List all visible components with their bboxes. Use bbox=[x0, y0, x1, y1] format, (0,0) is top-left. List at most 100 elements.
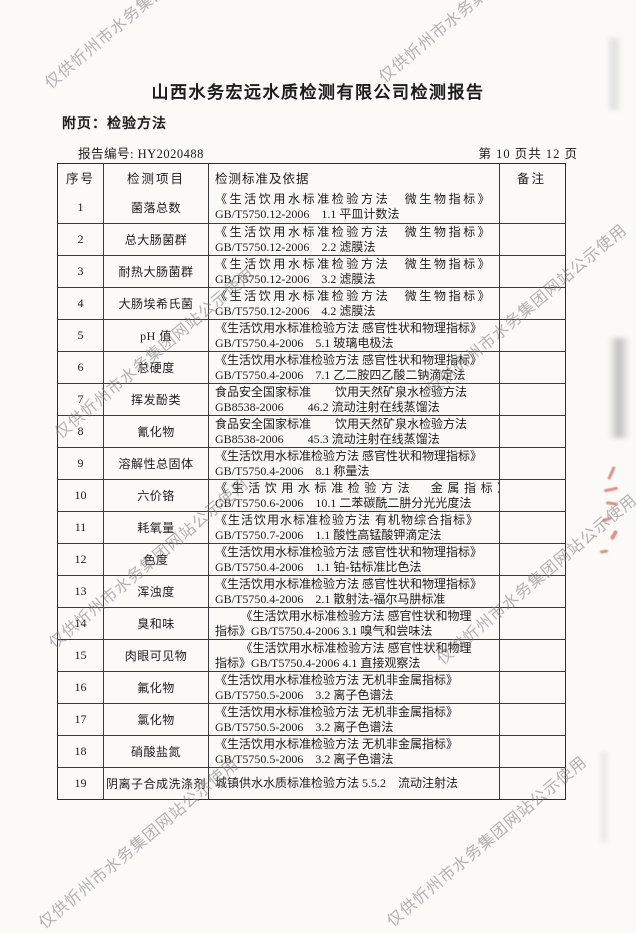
cell-seq: 2 bbox=[77, 232, 84, 246]
cell-seq: 10 bbox=[74, 488, 87, 502]
methods-table: 序号 检测项目 检测标准及依据 备注 1 菌落总数 《生活饮用水标准检验方法 微… bbox=[57, 163, 566, 800]
cell-seq: 14 bbox=[74, 616, 87, 630]
cell-note bbox=[499, 512, 563, 543]
standard-line: 《生活饮用水标准检验方法 微生物指标》 bbox=[215, 256, 493, 271]
table-row: 4 大肠埃希氏菌 《生活饮用水标准检验方法 微生物指标》 GB/T5750.12-… bbox=[58, 287, 565, 319]
table-row: 1 菌落总数 《生活饮用水标准检验方法 微生物指标》 GB/T5750.12-20… bbox=[58, 191, 565, 223]
table-row: 7 挥发酚类 食品安全国家标准 饮用天然矿泉水检验方法 GB8538-2006 4… bbox=[58, 383, 565, 415]
standard-line: 《生活饮用水标准检验方法 无机非金属指标》 bbox=[215, 704, 459, 719]
cell-standard: 城镇供水水质标准检验方法 5.5.2 流动注射法 bbox=[208, 768, 499, 799]
standard-line: GB/T5750.5-2006 3.2 离子色谱法 bbox=[215, 751, 394, 766]
cell-standard: 《生活饮用水标准检验方法 无机非金属指标》 GB/T5750.5-2006 3.2… bbox=[208, 704, 499, 735]
standard-line: GB/T5750.12-2006 2.2 滤膜法 bbox=[215, 239, 376, 254]
standard-line: 《生活饮用水标准检验方法 有机物综合指标》 bbox=[215, 512, 480, 527]
cell-item: 菌落总数 bbox=[103, 191, 208, 223]
cell-note bbox=[499, 672, 563, 703]
standard-line: 《生活饮用水标准检验方法 感官性状和物理指标》 bbox=[215, 320, 483, 335]
cell-item: 氯化物 bbox=[103, 704, 208, 735]
table-row: 17 氯化物 《生活饮用水标准检验方法 无机非金属指标》 GB/T5750.5-2… bbox=[58, 703, 565, 735]
cell-standard: 食品安全国家标准 饮用天然矿泉水检验方法 GB8538-2006 46.2 流动注… bbox=[208, 384, 499, 415]
report-page: 仅供忻州市水务集团网站公示使用 仅供忻州市水务集团网站公示使用 仅供忻州市水务集… bbox=[36, 0, 636, 932]
table-body: 1 菌落总数 《生活饮用水标准检验方法 微生物指标》 GB/T5750.12-20… bbox=[58, 191, 565, 799]
attachment-label: 附页：检验方法 bbox=[62, 117, 167, 132]
cell-standard: 《生活饮用水标准检验方法 感官性状和物理指标》 GB/T5750.4-2006 2… bbox=[208, 576, 499, 607]
standard-line: 《生活饮用水标准检验方法 微生物指标》 bbox=[215, 288, 493, 303]
standard-line: 《生活饮用水标准检验方法 金属指标》 bbox=[215, 480, 499, 495]
column-header-seq: 序号 bbox=[65, 172, 95, 186]
cell-note bbox=[499, 544, 563, 575]
cell-standard: 《生活饮用水标准检验方法 无机非金属指标》 GB/T5750.5-2006 3.2… bbox=[208, 672, 499, 703]
watermark-text: 仅供忻州市水务集团网站公示使用 bbox=[372, 0, 583, 87]
cell-standard: 《生活饮用水标准检验方法 无机非金属指标》 GB/T5750.5-2006 3.2… bbox=[208, 736, 499, 767]
standard-line: GB/T5750.12-2006 1.1 平皿计数法 bbox=[215, 207, 400, 221]
table-row: 14 臭和味 《生活饮用水标准检验方法 感官性状和物理 指标》GB/T5750.4… bbox=[58, 607, 565, 639]
standard-line: 《生活饮用水标准检验方法 无机非金属指标》 bbox=[215, 672, 459, 687]
cell-note bbox=[499, 576, 563, 607]
standard-line: GB/T5750.7-2006 1.1 酸性高锰酸钾滴定法 bbox=[215, 527, 442, 542]
cell-standard: 《生活饮用水标准检验方法 感官性状和物理指标》 GB/T5750.4-2006 7… bbox=[208, 352, 499, 383]
cell-note bbox=[499, 448, 563, 479]
cell-seq: 6 bbox=[77, 360, 84, 374]
standard-line: 《生活饮用水标准检验方法 感官性状和物理指标》 bbox=[215, 352, 483, 367]
standard-line: 食品安全国家标准 饮用天然矿泉水检验方法 bbox=[215, 416, 468, 431]
table-row: 12 色度 《生活饮用水标准检验方法 感官性状和物理指标》 GB/T5750.4-… bbox=[58, 543, 565, 575]
cell-note bbox=[499, 608, 563, 639]
table-row: 13 浑浊度 《生活饮用水标准检验方法 感官性状和物理指标》 GB/T5750.4… bbox=[58, 575, 565, 607]
cell-seq: 9 bbox=[77, 456, 84, 470]
standard-line: 《生活饮用水标准检验方法 微生物指标》 bbox=[215, 192, 493, 206]
cell-item: 六价铬 bbox=[103, 480, 208, 511]
standard-line: GB/T5750.12-2006 3.2 滤膜法 bbox=[215, 271, 376, 286]
standard-line: GB/T5750.5-2006 3.2 离子色谱法 bbox=[215, 687, 394, 702]
table-row: 2 总大肠菌群 《生活饮用水标准检验方法 微生物指标》 GB/T5750.12-2… bbox=[58, 223, 565, 255]
cell-note bbox=[499, 288, 563, 319]
cell-standard: 《生活饮用水标准检验方法 感官性状和物理指标》 GB/T5750.4-2006 8… bbox=[208, 448, 499, 479]
cell-standard: 食品安全国家标准 饮用天然矿泉水检验方法 GB8538-2006 45.3 流动注… bbox=[208, 416, 499, 447]
standard-line: 《生活饮用水标准检验方法 感官性状和物理 bbox=[240, 608, 472, 623]
cell-seq: 1 bbox=[77, 199, 84, 214]
scan-artifact-streak bbox=[598, 752, 610, 842]
cell-standard: 《生活饮用水标准检验方法 微生物指标》 GB/T5750.12-2006 2.2 … bbox=[208, 224, 499, 255]
table-row: 19 阴离子合成洗涤剂 城镇供水水质标准检验方法 5.5.2 流动注射法 bbox=[58, 767, 565, 799]
standard-line: 《生活饮用水标准检验方法 感官性状和物理 bbox=[240, 640, 472, 655]
standard-line: 《生活饮用水标准检验方法 微生物指标》 bbox=[215, 224, 493, 239]
page-title: 山西水务宏远水质检测有限公司检测报告 bbox=[151, 83, 485, 102]
cell-note bbox=[499, 704, 563, 735]
cell-note bbox=[499, 384, 563, 415]
cell-item: 阴离子合成洗涤剂 bbox=[103, 768, 208, 799]
table-header-row: 序号 检测项目 检测标准及依据 备注 bbox=[58, 164, 565, 191]
table-row: 8 氰化物 食品安全国家标准 饮用天然矿泉水检验方法 GB8538-2006 45… bbox=[58, 415, 565, 447]
column-header-standard: 检测标准及依据 bbox=[208, 164, 499, 191]
standard-line: 指标》GB/T5750.4-2006 4.1 直接观察法 bbox=[215, 655, 421, 670]
cell-seq: 11 bbox=[74, 520, 87, 534]
cell-item: pH 值 bbox=[103, 320, 208, 351]
cell-item: 浑浊度 bbox=[103, 576, 208, 607]
table-row: 11 耗氧量 《生活饮用水标准检验方法 有机物综合指标》 GB/T5750.7-2… bbox=[58, 511, 565, 543]
scan-artifact-streak bbox=[608, 338, 630, 438]
cell-item: 溶解性总固体 bbox=[103, 448, 208, 479]
cell-standard: 《生活饮用水标准检验方法 金属指标》 GB/T5750.6-2006 10.1 二… bbox=[208, 480, 499, 511]
cell-item: 肉眼可见物 bbox=[103, 640, 208, 671]
standard-line: GB/T5750.4-2006 7.1 乙二胺四乙酸二钠滴定法 bbox=[215, 367, 466, 382]
cell-seq: 15 bbox=[74, 648, 87, 662]
standard-line: GB/T5750.5-2006 3.2 离子色谱法 bbox=[215, 719, 394, 734]
cell-standard: 《生活饮用水标准检验方法 微生物指标》 GB/T5750.12-2006 1.1 … bbox=[208, 191, 499, 223]
page-number-info: 第 10 页共 12 页 bbox=[478, 147, 578, 161]
red-seal-fragment bbox=[596, 458, 636, 568]
cell-item: 臭和味 bbox=[103, 608, 208, 639]
cell-seq: 19 bbox=[74, 776, 87, 790]
standard-line: 食品安全国家标准 饮用天然矿泉水检验方法 bbox=[215, 384, 468, 399]
cell-note bbox=[499, 640, 563, 671]
cell-note bbox=[499, 480, 563, 511]
column-header-item: 检测项目 bbox=[103, 164, 208, 191]
table-row: 10 六价铬 《生活饮用水标准检验方法 金属指标》 GB/T5750.6-2006… bbox=[58, 479, 565, 511]
cell-standard: 《生活饮用水标准检验方法 微生物指标》 GB/T5750.12-2006 4.2 … bbox=[208, 288, 499, 319]
cell-note bbox=[499, 320, 563, 351]
standard-line: GB/T5750.6-2006 10.1 二苯碳酰二肼分光光度法 bbox=[215, 495, 472, 510]
cell-seq: 5 bbox=[77, 328, 84, 342]
standard-line: GB/T5750.4-2006 1.1 铂-钴标准比色法 bbox=[215, 559, 422, 574]
standard-line: 《生活饮用水标准检验方法 感官性状和物理指标》 bbox=[215, 576, 483, 591]
cell-standard: 《生活饮用水标准检验方法 有机物综合指标》 GB/T5750.7-2006 1.1… bbox=[208, 512, 499, 543]
cell-note bbox=[499, 416, 563, 447]
table-row: 3 耐热大肠菌群 《生活饮用水标准检验方法 微生物指标》 GB/T5750.12-… bbox=[58, 255, 565, 287]
standard-line: GB8538-2006 46.2 流动注射在线蒸馏法 bbox=[215, 399, 440, 414]
